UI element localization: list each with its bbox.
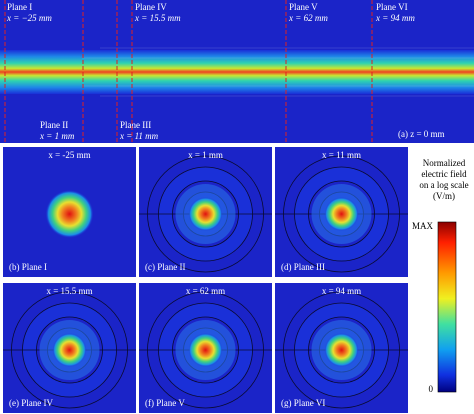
- plane-name: Plane II: [40, 120, 68, 130]
- plane-name: Plane V: [289, 2, 318, 12]
- colorbar-title: (V/m): [433, 191, 455, 201]
- beam-fringes: [82, 47, 474, 97]
- colorbar-title: electric field: [421, 169, 467, 179]
- field-spot: [324, 197, 359, 231]
- plane-name: Plane VI: [376, 2, 408, 12]
- colorbar-min: 0: [429, 384, 434, 394]
- colorbar-scale: [437, 221, 457, 393]
- plane-position: x = 11 mm: [119, 131, 159, 141]
- plane-name: Plane I: [7, 2, 32, 12]
- colorbar-title: on a log scale: [419, 180, 468, 190]
- colorbar-title: Normalized: [423, 158, 466, 168]
- field-spot: [188, 197, 223, 231]
- plane-position: x = 94 mm: [375, 13, 415, 23]
- field-spot: [52, 333, 87, 367]
- panel-caption: (e) Plane IV: [9, 398, 53, 408]
- plane-labels: Plane Ix = −25 mm Plane IIx = 1 mm Plane I…: [4, 0, 415, 143]
- plane-name: Plane IV: [135, 2, 167, 12]
- panel-caption: (g) Plane VI: [281, 398, 325, 408]
- panel-title: x = 94 mm: [322, 286, 361, 296]
- colorbar-max: MAX: [412, 221, 434, 231]
- panel-caption: (b) Plane I: [9, 262, 47, 272]
- panel-caption: (f) Plane V: [145, 398, 185, 408]
- panel-caption: (c) Plane II: [145, 262, 185, 272]
- panel-title: x = 1 mm: [188, 150, 223, 160]
- cross-sections: x = -25 mm (b) Plane I x = 1 mm (c) Plane I…: [3, 147, 408, 413]
- field-spot: [324, 333, 359, 367]
- plane-position: x = −25 mm: [6, 13, 52, 23]
- field-spot: [45, 190, 94, 238]
- panel-caption: (a) z = 0 mm: [398, 129, 445, 139]
- plane-position: x = 62 mm: [288, 13, 328, 23]
- plane-position: x = 1 mm: [39, 131, 75, 141]
- plane-position: x = 15.5 mm: [134, 13, 181, 23]
- panel-title: x = 11 mm: [322, 150, 361, 160]
- colorbar: Normalized electric field on a log scale…: [412, 158, 469, 394]
- panel-caption: (d) Plane III: [281, 262, 325, 272]
- plane-name: Plane III: [120, 120, 151, 130]
- panel-title: x = -25 mm: [48, 150, 90, 160]
- panel-title: x = 15.5 mm: [46, 286, 92, 296]
- field-spot: [188, 333, 223, 367]
- panel-title: x = 62 mm: [186, 286, 225, 296]
- beam: [0, 50, 474, 94]
